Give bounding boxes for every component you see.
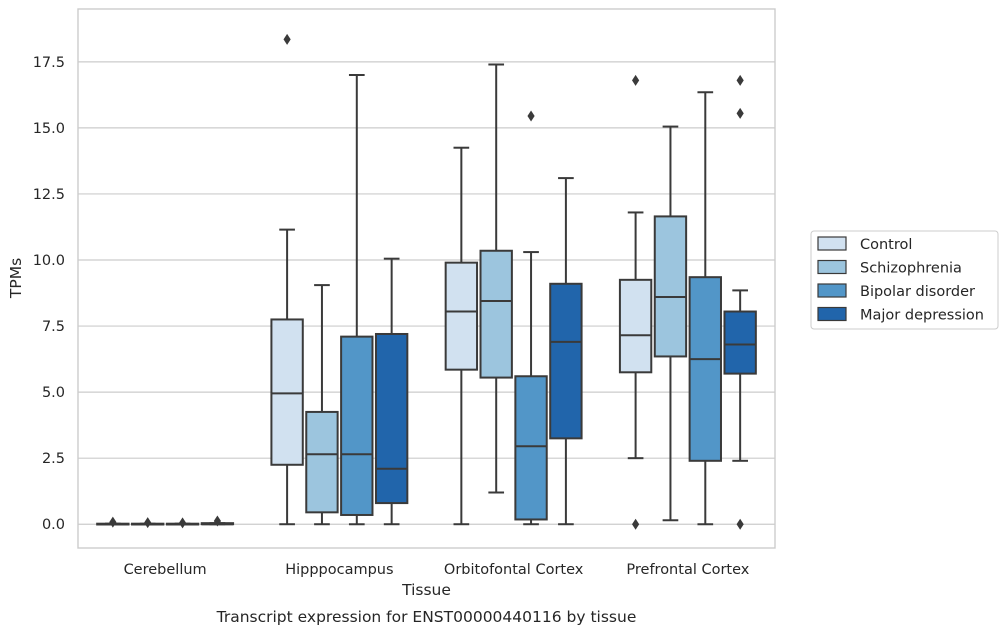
box-bipolar-disorder — [514, 110, 548, 526]
x-tick-label: Hipppocampus — [285, 562, 393, 578]
box-body — [340, 335, 374, 516]
y-tick-label: 2.5 — [42, 451, 65, 467]
box-bipolar-disorder — [340, 74, 374, 526]
legend-swatch — [817, 283, 847, 298]
box-schizophrenia — [479, 63, 513, 494]
x-tick-label: Prefrontal Cortex — [626, 562, 749, 578]
x-tick-labels: Cerebellum Hipppocampus Orbitofontal Corte… — [124, 562, 750, 578]
legend-swatch — [817, 306, 847, 322]
y-tick-label: 17.5 — [33, 55, 65, 71]
y-axis-label: TPMs — [7, 258, 25, 299]
box-body — [688, 276, 722, 462]
box-schizophrenia — [305, 284, 339, 526]
legend: Control Schizophrenia Bipolar disorder Majo… — [810, 230, 999, 330]
box-schizophrenia — [653, 125, 688, 522]
box-control — [270, 33, 304, 526]
box-body — [618, 278, 653, 374]
legend-frame — [810, 230, 999, 330]
chart-caption: Transcript expression for ENST0000044011… — [216, 608, 637, 626]
box-body — [305, 410, 339, 514]
box-body — [653, 215, 688, 358]
x-axis-label: Tissue — [401, 581, 451, 599]
box-control — [96, 516, 130, 528]
box-major-depression — [723, 74, 757, 530]
outlier-point — [213, 515, 221, 527]
x-tick-label: Orbitofontal Cortex — [444, 562, 584, 578]
box-body — [479, 249, 513, 379]
plot-frame — [77, 8, 776, 549]
y-tick-labels: 0.0 2.5 5.0 7.5 10.0 12.5 15.0 17.5 — [33, 55, 65, 533]
legend-label: Schizophrenia — [860, 261, 962, 277]
box-body — [723, 310, 757, 375]
legend-swatch — [817, 259, 847, 275]
box-schizophrenia — [131, 517, 165, 529]
x-tick-label: Cerebellum — [124, 562, 207, 578]
box-body — [514, 375, 548, 521]
y-tick-label: 12.5 — [33, 187, 65, 203]
box-body — [374, 332, 409, 505]
y-tick-label: 0.0 — [42, 517, 65, 533]
outlier-point — [632, 74, 640, 86]
box-bipolar-disorder — [688, 91, 722, 526]
box-body — [549, 282, 583, 440]
y-tick-label: 15.0 — [33, 121, 65, 137]
box-control — [618, 74, 653, 530]
legend-label: Control — [860, 237, 912, 253]
box-major-depression — [549, 177, 583, 526]
legend-label: Bipolar disorder — [860, 284, 975, 300]
outlier-point — [632, 518, 640, 530]
box-body — [270, 318, 304, 466]
box-major-depression — [374, 257, 409, 526]
box-bipolar-disorder — [165, 517, 200, 529]
box-body — [444, 261, 479, 371]
outlier-point — [178, 517, 187, 529]
y-tick-label: 7.5 — [42, 319, 65, 335]
outlier-point — [283, 33, 291, 45]
legend-swatch — [817, 236, 847, 251]
box-groups — [96, 33, 757, 530]
box-control — [444, 146, 479, 526]
outlier-point — [527, 110, 535, 122]
box-major-depression — [200, 515, 235, 527]
y-tick-label: 10.0 — [33, 253, 65, 269]
outlier-point — [144, 517, 152, 529]
outlier-point — [109, 516, 117, 528]
outlier-point — [736, 518, 744, 530]
y-tick-label: 5.0 — [42, 385, 65, 401]
outlier-point — [736, 107, 744, 119]
legend-label: Major depression — [860, 308, 984, 324]
outlier-point — [736, 74, 744, 86]
